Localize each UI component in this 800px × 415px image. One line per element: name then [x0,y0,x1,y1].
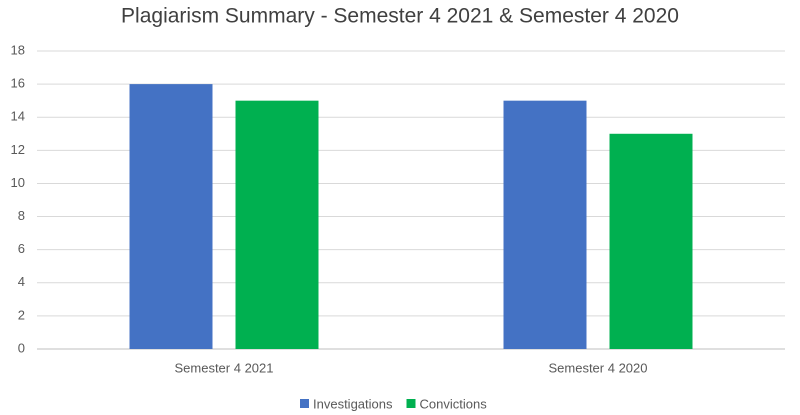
bar [235,100,319,350]
y-tick-label: 4 [18,274,25,289]
legend-label: Investigations [313,396,393,411]
y-tick-label: 10 [11,175,25,190]
y-tick-label: 2 [18,307,25,322]
x-tick-label: Semester 4 2020 [548,360,647,375]
x-tick-label: Semester 4 2021 [174,360,273,375]
y-tick-label: 14 [11,109,25,124]
legend-label: Convictions [420,396,488,411]
legend-swatch [300,399,309,408]
y-tick-label: 6 [18,241,25,256]
legend-swatch [406,399,416,408]
bar [609,133,693,349]
y-tick-label: 0 [18,340,25,355]
y-tick-label: 18 [11,42,25,57]
y-tick-label: 8 [18,208,25,223]
bar [129,84,213,349]
y-tick-label: 16 [11,76,25,91]
chart-title: Plagiarism Summary - Semester 4 2021 & S… [121,5,679,28]
y-tick-label: 12 [11,142,25,157]
bar [503,100,587,350]
